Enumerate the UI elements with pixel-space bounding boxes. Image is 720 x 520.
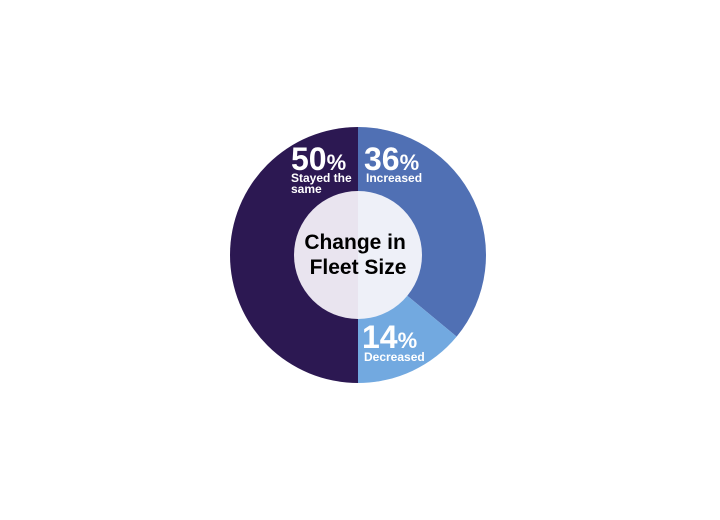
percent-sign: %	[400, 150, 420, 175]
percent-value: 50	[291, 141, 327, 177]
percent-value: 14	[362, 319, 398, 355]
slice-increased-percent: 36%	[364, 141, 419, 177]
slice-stayed-percent: 50%	[291, 141, 346, 177]
percent-sign: %	[327, 150, 347, 175]
slice-increased	[358, 127, 486, 337]
slice-stayed-label: Stayed the	[291, 171, 352, 185]
percent-value: 36	[364, 141, 400, 177]
percent-sign: %	[398, 328, 418, 353]
slice-decreased-percent: 14%	[362, 319, 417, 355]
center-hole-right	[358, 191, 422, 319]
slice-stayed-label-line-2: same	[291, 182, 322, 196]
slice-increased-label: Increased	[366, 171, 422, 185]
slice-decreased-label: Decreased	[364, 350, 425, 364]
chart-title: Change in Fleet Size	[304, 231, 411, 279]
chart-title-line-2: Fleet Size	[310, 256, 407, 279]
center-hole	[294, 191, 422, 319]
slices	[230, 127, 486, 383]
center-hole-left	[294, 191, 358, 319]
chart-title-line-1: Change in	[304, 231, 406, 254]
